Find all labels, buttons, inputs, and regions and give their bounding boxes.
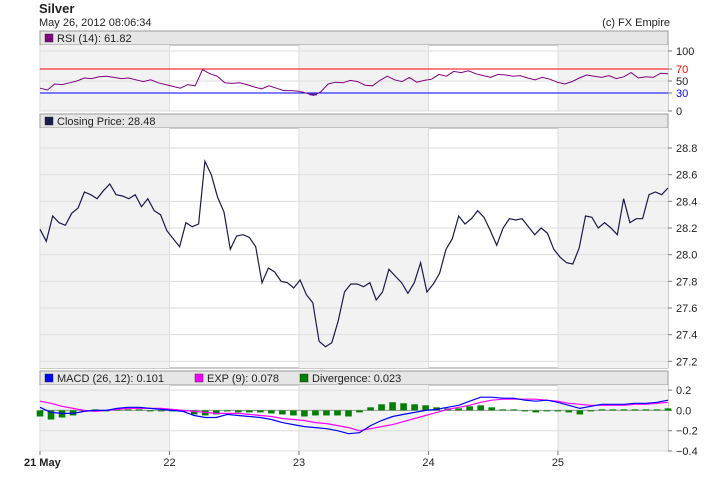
divergence-bar	[631, 409, 639, 411]
divergence-bar	[246, 410, 253, 413]
price-band	[40, 128, 170, 368]
divergence-bar	[488, 407, 496, 411]
divergence-bar	[587, 410, 595, 412]
price-ytick-label: 28.6	[676, 170, 697, 182]
divergence-bar	[499, 409, 507, 411]
price-ytick-label: 27.2	[676, 356, 697, 368]
price-legend-label: Closing Price: 28.48	[57, 116, 155, 128]
divergence-bar	[190, 410, 198, 415]
divergence-bar	[47, 410, 55, 420]
divergence-bar	[532, 410, 540, 413]
price-ytick-label: 27.4	[676, 330, 697, 342]
divergence-bar	[411, 404, 418, 411]
divergence-bar	[378, 404, 385, 411]
rsi-legend-label: RSI (14): 61.82	[57, 33, 132, 45]
rsi-line	[39, 68, 669, 96]
divergence-bar	[345, 410, 352, 417]
timestamp: May 26, 2012 08:06:34	[39, 17, 152, 29]
divergence-bar	[212, 410, 220, 415]
x-tick-label: 23	[293, 457, 305, 469]
macd-legend-label: EXP (9): 0.078	[207, 373, 279, 385]
divergence-bar	[290, 410, 297, 416]
macd-legend-label: MACD (26, 12): 0.101	[57, 373, 164, 385]
rsi-band	[40, 45, 170, 111]
macd-ytick-label: 0.2	[676, 385, 691, 397]
divergence-bar	[334, 410, 341, 416]
divergence-bar	[279, 410, 286, 415]
divergence-bar	[323, 410, 330, 416]
divergence-bar	[554, 410, 562, 412]
price-line	[39, 159, 669, 348]
x-tick-label: 21 May	[24, 457, 62, 469]
price-band	[557, 128, 668, 368]
oversold-fill	[309, 93, 318, 96]
divergence-bar	[157, 410, 165, 412]
macd-band	[557, 385, 668, 451]
rsi-ytick-label: 0	[676, 106, 682, 118]
macd-legend-swatch	[44, 373, 54, 383]
rsi-ytick-label: 50	[676, 76, 688, 88]
divergence-bar	[223, 410, 231, 412]
divergence-bar	[135, 409, 143, 411]
price-ytick-label: 28.4	[676, 196, 697, 208]
divergence-bar	[466, 406, 473, 411]
macd-legend-swatch	[194, 373, 204, 383]
divergence-bar	[642, 409, 650, 411]
divergence-bar	[235, 410, 242, 413]
divergence-bar	[565, 410, 573, 413]
rsi-ytick-label: 100	[676, 46, 694, 58]
macd-ytick-label: 0.0	[676, 405, 691, 417]
macd-legend-label: Divergence: 0.023	[312, 373, 401, 385]
divergence-bar	[521, 410, 529, 412]
chart-title: Silver	[39, 1, 75, 16]
price-ytick-label: 27.6	[676, 303, 697, 315]
divergence-bar	[510, 409, 518, 411]
divergence-bar	[576, 410, 584, 415]
price-ytick-label: 28.0	[676, 250, 697, 262]
divergence-bar	[664, 408, 672, 411]
macd-line	[39, 396, 669, 435]
divergence-bar	[312, 410, 319, 416]
copyright: (c) FX Empire	[602, 17, 670, 29]
macd-band	[40, 385, 170, 451]
rsi-reference-label: 70	[676, 64, 688, 76]
divergence-bar	[36, 410, 44, 417]
macd-ytick-label: −0.4	[676, 446, 698, 458]
divergence-bar	[257, 410, 264, 413]
divergence-bar	[146, 410, 154, 412]
price-ytick-label: 28.8	[676, 143, 697, 155]
x-tick-label: 22	[163, 457, 175, 469]
rsi-legend-swatch	[44, 33, 54, 43]
divergence-bar	[268, 410, 275, 414]
divergence-bar	[620, 409, 628, 411]
price-ytick-label: 27.8	[676, 276, 697, 288]
divergence-bar	[389, 402, 396, 411]
divergence-bar	[543, 410, 551, 412]
divergence-bar	[598, 409, 606, 411]
price-legend-swatch	[44, 116, 54, 126]
divergence-bar	[477, 405, 485, 411]
rsi-reference-label: 30	[676, 88, 688, 100]
divergence-bar	[455, 408, 462, 411]
rsi-band	[298, 45, 429, 111]
divergence-bar	[367, 407, 374, 411]
x-tick-label: 25	[552, 457, 564, 469]
rsi-band	[557, 45, 668, 111]
divergence-bar	[653, 409, 661, 411]
divergence-bar	[422, 405, 429, 411]
divergence-bar	[301, 410, 308, 417]
rsi-legend-bar	[39, 30, 669, 46]
price-ytick-label: 28.2	[676, 223, 697, 235]
divergence-bar	[400, 403, 407, 411]
divergence-bar	[124, 409, 132, 411]
x-tick-label: 24	[422, 457, 434, 469]
macd-band	[298, 385, 429, 451]
macd-ytick-label: −0.2	[676, 426, 698, 438]
divergence-bar	[609, 409, 617, 411]
macd-legend-swatch	[299, 373, 309, 383]
divergence-bar	[356, 410, 363, 413]
price-band	[298, 128, 429, 368]
